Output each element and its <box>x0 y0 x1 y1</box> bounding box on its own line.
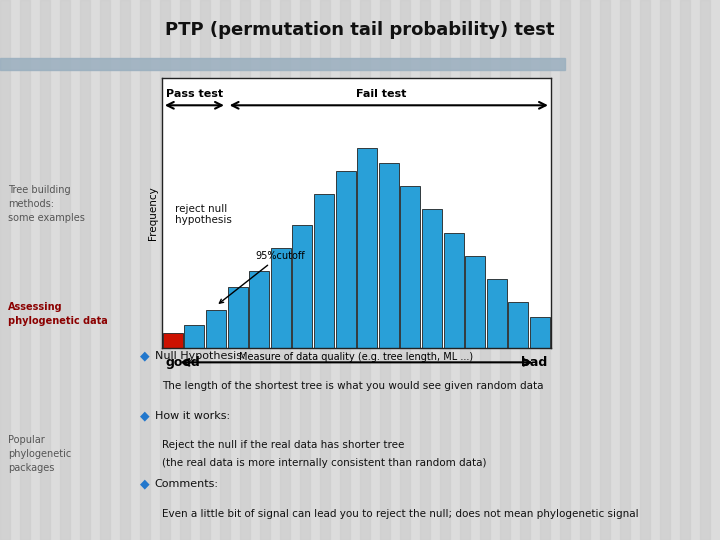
Bar <box>400 0 410 540</box>
Bar <box>163 333 183 348</box>
Bar <box>530 318 550 348</box>
Text: Null Hypothesis:: Null Hypothesis: <box>155 352 246 361</box>
Bar <box>680 0 690 540</box>
Bar <box>400 186 420 348</box>
Bar <box>540 0 550 540</box>
Bar <box>336 171 356 348</box>
Text: Pass test: Pass test <box>166 89 223 99</box>
Bar <box>580 0 590 540</box>
Bar <box>314 194 334 348</box>
Bar <box>20 0 30 540</box>
Bar <box>260 0 270 540</box>
Text: The length of the shortest tree is what you would see given random data: The length of the shortest tree is what … <box>162 381 544 391</box>
Text: 95%cutoff: 95%cutoff <box>220 251 305 303</box>
Bar <box>560 0 570 540</box>
Bar <box>500 0 510 540</box>
Bar <box>228 287 248 348</box>
Text: Tree building
methods:
some examples: Tree building methods: some examples <box>8 185 85 223</box>
Text: Popular
phylogenetic
packages: Popular phylogenetic packages <box>8 435 71 473</box>
Bar <box>240 0 250 540</box>
Bar <box>280 0 290 540</box>
Text: How it works:: How it works: <box>155 411 230 421</box>
Bar <box>206 310 226 348</box>
Bar <box>40 0 50 540</box>
Bar <box>508 302 528 348</box>
Bar <box>487 279 507 348</box>
Bar <box>60 0 70 540</box>
Bar <box>379 163 399 348</box>
Text: ◆: ◆ <box>140 350 150 363</box>
Y-axis label: Frequency: Frequency <box>148 186 158 240</box>
Text: Comments:: Comments: <box>155 480 219 489</box>
Bar <box>120 0 130 540</box>
Bar <box>140 0 150 540</box>
Bar <box>444 233 464 348</box>
Text: PTP (permutation tail probability) test: PTP (permutation tail probability) test <box>166 21 554 39</box>
Bar <box>422 210 442 348</box>
Text: Even a little bit of signal can lead you to reject the null; does not mean phylo: Even a little bit of signal can lead you… <box>162 509 639 519</box>
Bar <box>460 0 470 540</box>
Bar <box>465 256 485 348</box>
Text: Assessing
phylogenetic data: Assessing phylogenetic data <box>8 302 108 326</box>
Text: Fail test: Fail test <box>356 89 407 99</box>
Bar <box>249 271 269 348</box>
Bar <box>220 0 230 540</box>
Bar <box>292 225 312 348</box>
Bar <box>0 0 10 540</box>
Bar <box>600 0 610 540</box>
Text: ◆: ◆ <box>140 478 150 491</box>
Bar <box>420 0 430 540</box>
Text: Reject the null if the real data has shorter tree: Reject the null if the real data has sho… <box>162 440 405 450</box>
Bar <box>300 0 310 540</box>
Bar <box>160 0 170 540</box>
Text: (the real data is more internally consistent than random data): (the real data is more internally consis… <box>162 458 487 468</box>
Bar <box>271 248 291 348</box>
Bar <box>340 0 350 540</box>
Bar <box>640 0 650 540</box>
Bar <box>520 0 530 540</box>
Bar <box>660 0 670 540</box>
Bar <box>357 148 377 348</box>
Text: bad: bad <box>521 356 547 369</box>
Bar <box>0 58 565 70</box>
Text: ◆: ◆ <box>140 409 150 422</box>
Text: reject null
hypothesis: reject null hypothesis <box>175 204 232 226</box>
Bar <box>440 0 450 540</box>
Bar <box>200 0 210 540</box>
Bar <box>360 0 370 540</box>
Bar <box>80 0 90 540</box>
Bar <box>480 0 490 540</box>
Bar <box>184 325 204 348</box>
Bar <box>620 0 630 540</box>
Bar <box>700 0 710 540</box>
Bar <box>380 0 390 540</box>
Bar <box>320 0 330 540</box>
Bar <box>180 0 190 540</box>
Bar <box>100 0 110 540</box>
Text: good: good <box>166 356 201 369</box>
X-axis label: Measure of data quality (e.g. tree length, ML ...): Measure of data quality (e.g. tree lengt… <box>239 353 474 362</box>
